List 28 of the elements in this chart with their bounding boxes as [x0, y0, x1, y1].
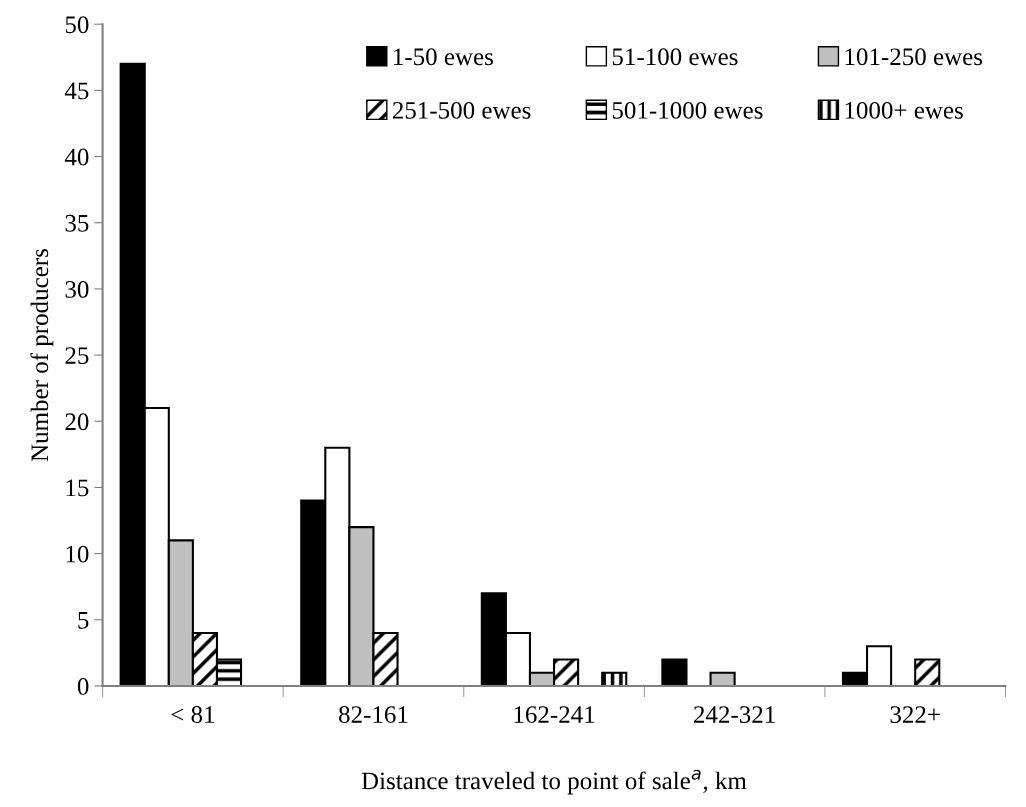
y-tick-label: 5: [78, 612, 89, 629]
bar: [601, 671, 628, 686]
legend-label: 251-500 ewes: [392, 101, 531, 119]
y-tick-label: 15: [66, 479, 89, 497]
bar: [709, 671, 736, 686]
y-tick-label: 20: [65, 413, 89, 431]
y-tick-label: 10: [66, 545, 89, 563]
y-tick-label: 25: [65, 347, 89, 364]
y-tick-label: 40: [64, 148, 89, 166]
x-axis-title: Distance traveled to point of sale$^{a}$, km: [361, 769, 747, 795]
bar: [661, 658, 688, 686]
y-tick-label: 45: [64, 82, 89, 100]
y-tick-label: 0: [77, 678, 89, 695]
bar: [914, 658, 941, 686]
y-tick-label: 35: [65, 214, 89, 232]
legend-label: 1000+ ewes: [845, 101, 963, 119]
legend-label: 51-100 ewes: [612, 48, 738, 66]
x-tick-label: 242-321: [694, 706, 775, 723]
x-tick-label: 82-161: [339, 706, 408, 723]
x-tick-label: 162-241: [514, 706, 595, 723]
y-tick-label: 30: [65, 280, 89, 298]
legend-label: 501-1000 ewes: [612, 101, 763, 119]
y-tick-label: 50: [65, 16, 89, 34]
legend-label: 1-50 ewes: [394, 48, 493, 66]
x-tick-label: < 81: [171, 706, 215, 723]
x-tick-label: 322+: [890, 706, 940, 723]
legend-label: 101-250 ewes: [845, 48, 983, 66]
y-axis-title: Number of producers: [30, 249, 54, 462]
